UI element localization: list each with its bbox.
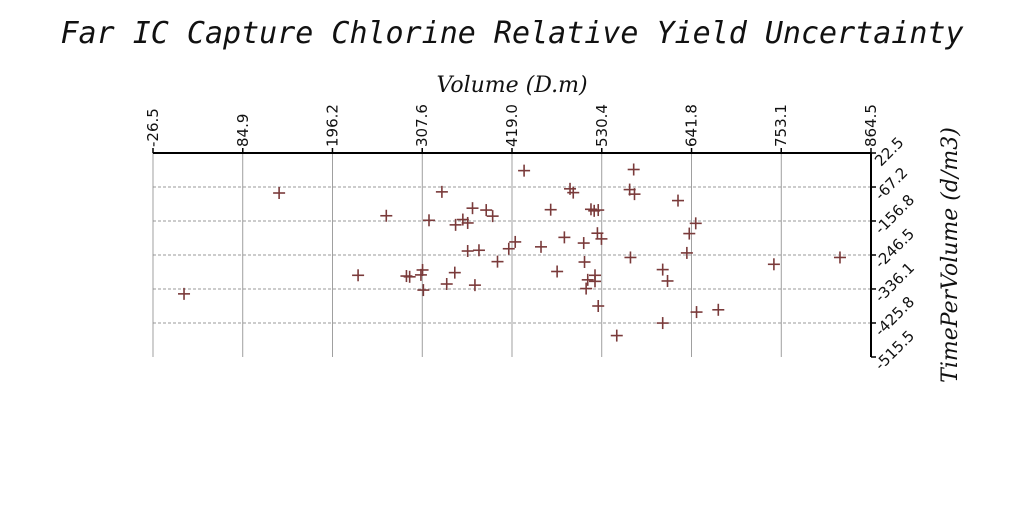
- data-point: [178, 287, 191, 300]
- x-tick-label: 84.9: [234, 114, 252, 147]
- data-point: [380, 209, 393, 222]
- data-point: [833, 251, 846, 264]
- data-point: [535, 240, 548, 253]
- data-point: [712, 303, 725, 316]
- tick-labels: -26.5 84.9 196.2 307.6 419.0 530.4 641.8 753.1 8…: [144, 104, 918, 374]
- x-tick-label: 530.4: [593, 104, 611, 147]
- data-point: [491, 255, 504, 268]
- data-point: [627, 163, 640, 176]
- data-point: [628, 188, 641, 201]
- data-point: [595, 232, 608, 245]
- data-point: [672, 194, 685, 207]
- data-point: [610, 329, 623, 342]
- x-tick-label: 419.0: [503, 104, 521, 147]
- data-point: [690, 306, 703, 319]
- x-axis-label: Volume (D.m): [436, 73, 587, 98]
- data-point: [580, 282, 593, 295]
- x-tick-label: 753.1: [772, 104, 790, 147]
- data-point: [273, 187, 286, 200]
- data-point: [767, 258, 780, 271]
- data-point: [683, 227, 696, 240]
- data-point: [472, 244, 485, 257]
- data-point: [486, 210, 499, 223]
- data-point: [567, 186, 580, 199]
- data-point: [518, 164, 531, 177]
- data-point: [551, 265, 564, 278]
- data-point: [656, 317, 669, 330]
- data-point: [589, 269, 602, 282]
- data-point: [417, 284, 430, 297]
- data-point: [592, 204, 605, 217]
- data-point: [581, 273, 594, 286]
- data-point: [544, 203, 557, 216]
- data-point: [577, 237, 590, 250]
- data-point: [422, 214, 435, 227]
- data-point: [680, 246, 693, 259]
- data-point: [352, 269, 365, 282]
- data-point: [689, 217, 702, 230]
- data-point: [509, 235, 522, 248]
- y-axis-label: TimePerVolume (d/m3): [938, 127, 963, 383]
- data-point: [480, 204, 493, 217]
- data-point: [440, 278, 453, 291]
- data-point: [558, 231, 571, 244]
- data-point: [466, 202, 479, 215]
- data-point: [624, 251, 637, 264]
- chart-title: Far IC Capture Chlorine Relative Yield U…: [60, 16, 963, 51]
- data-points: [178, 163, 846, 342]
- axes: [152, 148, 876, 358]
- data-point: [502, 242, 515, 255]
- x-tick-label: 307.6: [413, 104, 431, 147]
- data-point: [578, 256, 591, 269]
- data-point: [461, 245, 474, 258]
- data-point: [592, 300, 605, 312]
- grid: [152, 153, 871, 357]
- data-point: [414, 268, 427, 281]
- data-point: [448, 266, 461, 279]
- data-point: [449, 218, 462, 231]
- data-point: [468, 279, 481, 292]
- data-point: [656, 263, 669, 276]
- data-point: [461, 216, 474, 229]
- x-tick-label: 864.5: [862, 104, 880, 147]
- data-point: [416, 263, 429, 276]
- data-point: [435, 185, 448, 198]
- x-tick-label: 641.8: [683, 104, 701, 147]
- x-tick-label: 196.2: [323, 104, 341, 147]
- data-point: [661, 274, 674, 287]
- data-point: [403, 270, 416, 283]
- x-tick-label: -26.5: [144, 108, 162, 147]
